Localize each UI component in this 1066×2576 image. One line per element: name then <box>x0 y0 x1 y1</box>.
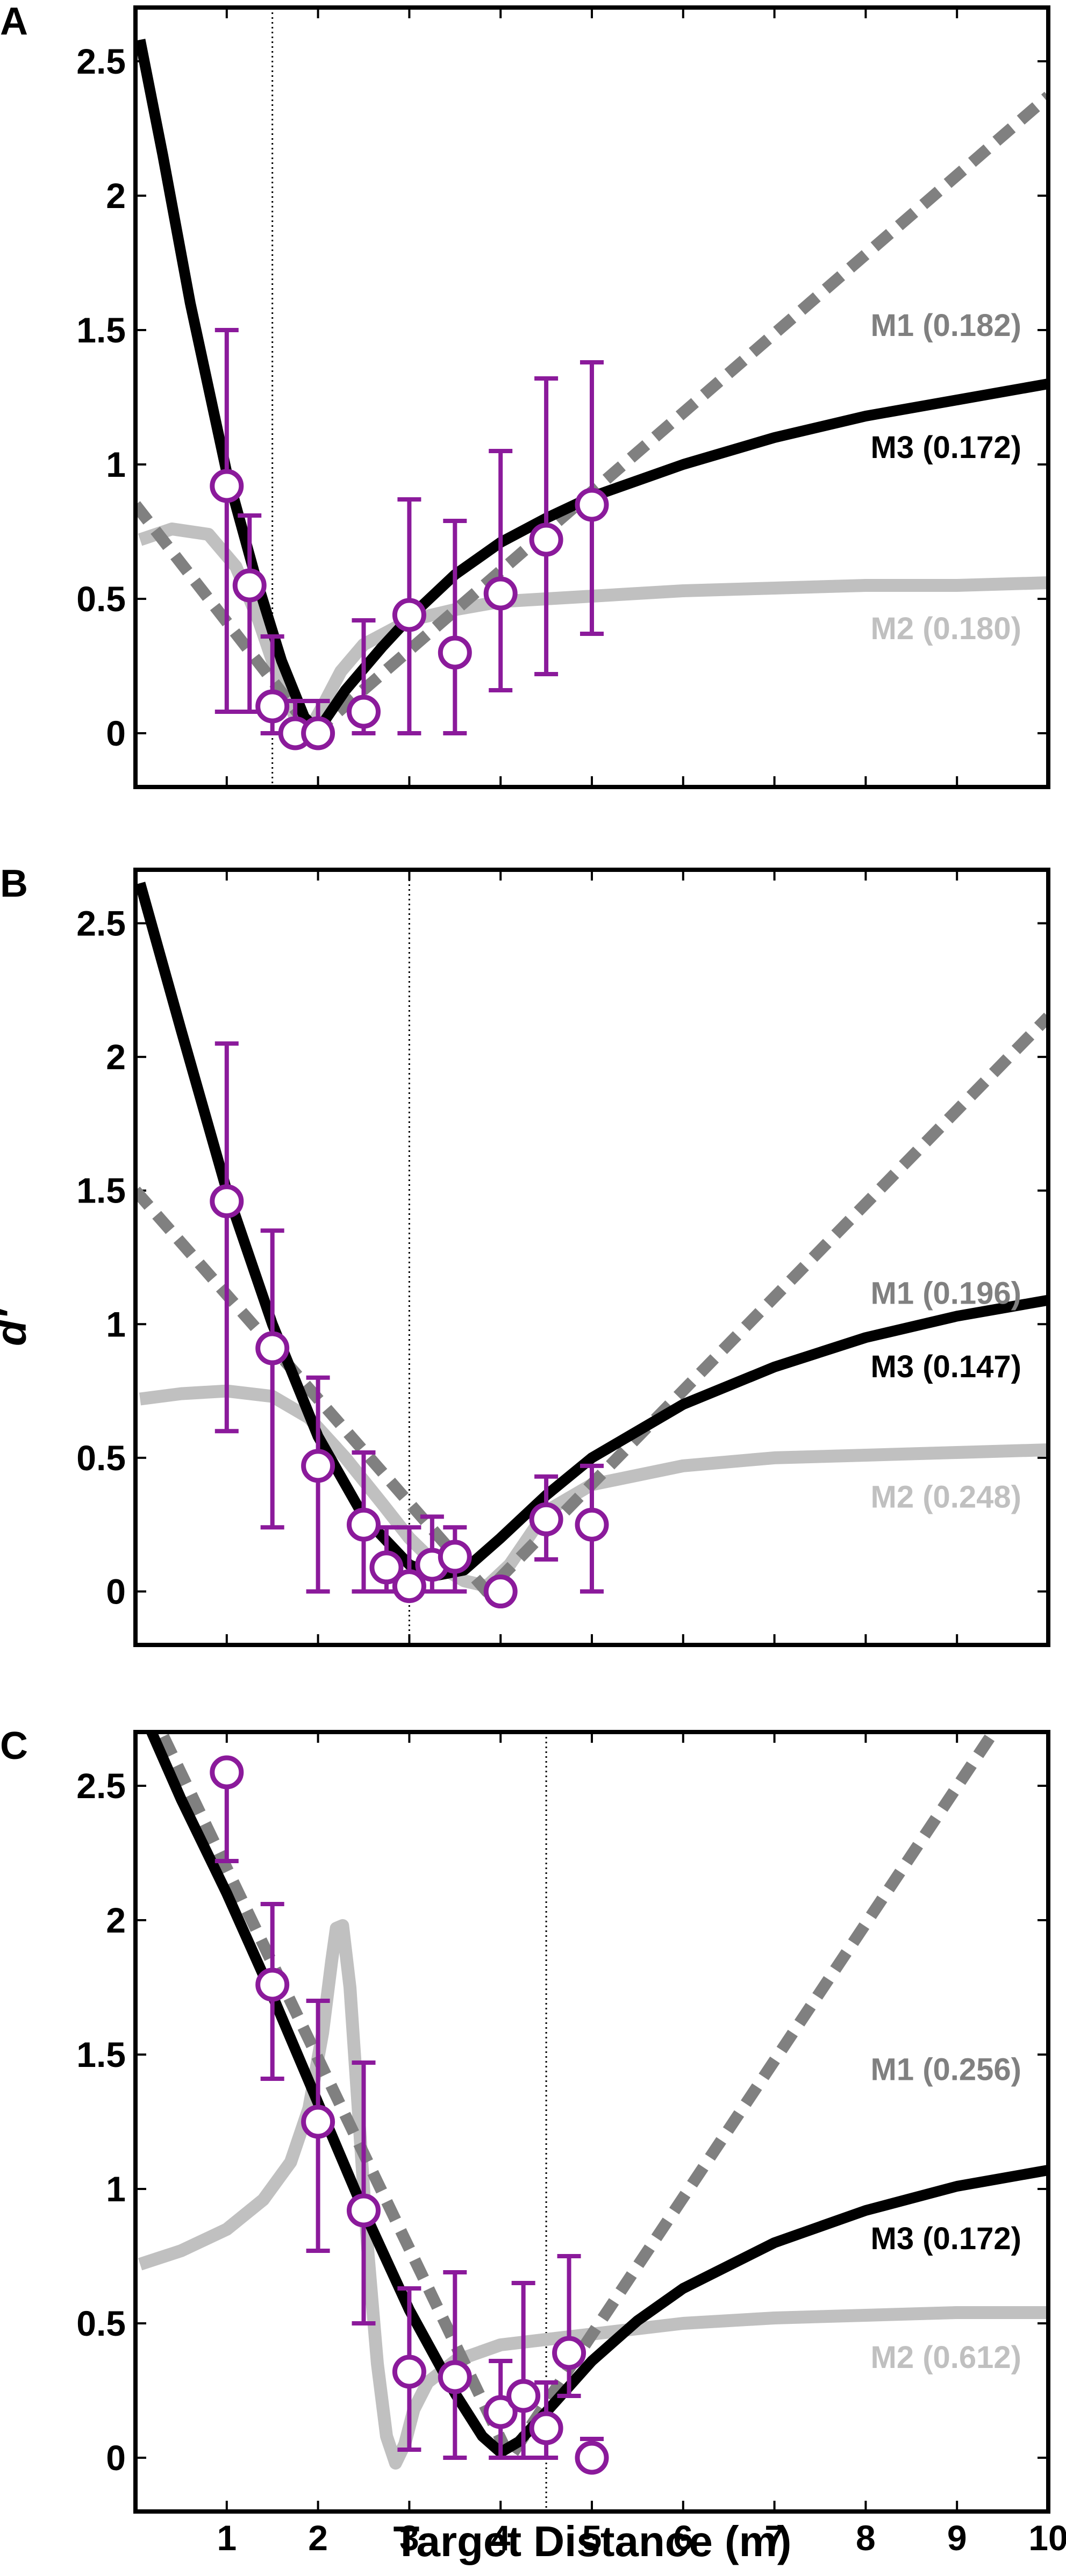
model-label-m2: M2 (0.248) <box>871 1480 1021 1515</box>
model-label-m1: M1 (0.182) <box>871 308 1021 343</box>
data-point-group <box>214 1041 239 1434</box>
model-label-m1: M1 (0.196) <box>871 1276 1021 1311</box>
data-point <box>210 1755 244 1790</box>
panel-c: C 0 0.5 1 1.5 2 2.5 1 2 3 4 5 6 7 8 9 10 M1 (0.256) M2 (0.… <box>0 1725 1066 2558</box>
data-point-group <box>214 328 239 714</box>
data-point <box>232 568 267 603</box>
data-point <box>529 2411 563 2445</box>
data-point <box>369 1550 404 1585</box>
data-point <box>392 598 426 632</box>
x-tick-label: 8 <box>856 2518 876 2558</box>
panel-label: B <box>0 862 28 905</box>
y-tick-label: 1 <box>106 2169 126 2209</box>
data-point <box>483 2395 518 2429</box>
x-tick-label: 1 <box>217 2518 237 2558</box>
data-point <box>210 1184 244 1219</box>
data-point <box>529 1502 563 1536</box>
x-tick-label: 4 <box>491 2518 511 2558</box>
data-point-group <box>557 2254 581 2398</box>
y-tick-label: 0.5 <box>76 579 126 619</box>
data-point <box>392 2355 426 2389</box>
data-point <box>438 635 472 670</box>
data-point <box>552 2336 586 2370</box>
y-tick-label: 0 <box>106 2438 126 2478</box>
y-tick-label: 2.5 <box>76 41 126 81</box>
data-point <box>255 1967 290 2002</box>
model-label-m1: M1 (0.256) <box>871 2052 1021 2087</box>
data-point-group <box>511 2281 535 2460</box>
data-point <box>392 1569 426 1604</box>
y-tick-label: 2 <box>106 176 126 216</box>
data-point <box>301 716 335 750</box>
x-tick-label: 2 <box>308 2518 328 2558</box>
y-tick-label: 0.5 <box>76 2303 126 2343</box>
data-point <box>347 695 381 729</box>
x-tick-label: 3 <box>399 2518 419 2558</box>
y-tick-label: 0 <box>106 713 126 753</box>
data-point <box>347 2193 381 2228</box>
y-tick-label: 1.5 <box>76 1171 126 1211</box>
x-axis-title: Target Distance (m) <box>394 2517 792 2565</box>
data-point <box>575 2441 609 2475</box>
panel-label: C <box>0 1725 28 1768</box>
data-point <box>506 2379 541 2413</box>
y-tick-label: 1.5 <box>76 310 126 350</box>
model-label-m2: M2 (0.180) <box>871 611 1021 646</box>
data-point <box>255 1331 290 1365</box>
data-point <box>301 2105 335 2139</box>
data-point-group <box>306 1375 330 1594</box>
data-point <box>438 1540 472 1574</box>
series-line-m2 <box>138 1919 1048 2470</box>
axes-frame <box>133 1730 1050 2514</box>
data-point <box>347 1507 381 1542</box>
model-label-m3: M3 (0.172) <box>871 2221 1021 2256</box>
y-axis-title: d′ <box>0 1307 35 1346</box>
x-tick-label: 7 <box>764 2518 784 2558</box>
x-tick-label: 6 <box>673 2518 693 2558</box>
data-point <box>529 523 563 557</box>
axes-frame <box>133 868 1050 1647</box>
y-tick-label: 1 <box>106 1304 126 1344</box>
model-label-m3: M3 (0.172) <box>871 430 1021 465</box>
model-label-m3: M3 (0.147) <box>871 1349 1021 1384</box>
data-point <box>575 1507 609 1542</box>
y-tick-label: 1 <box>106 445 126 484</box>
y-tick-label: 0 <box>106 1572 126 1612</box>
data-point <box>301 1449 335 1483</box>
y-tick-label: 2 <box>106 1037 126 1077</box>
panel-label: A <box>0 0 28 43</box>
plot-area <box>138 1732 1048 2475</box>
y-tick-label: 1.5 <box>76 2035 126 2074</box>
panel-b: B 0 0.5 1 1.5 2 2.5 M1 (0.196) M2 (0.248) M3 (0.1… <box>0 862 1050 1647</box>
data-point <box>255 689 290 724</box>
data-point <box>210 469 244 503</box>
x-tick-label: 9 <box>947 2518 967 2558</box>
series-line-m1 <box>135 91 1048 739</box>
data-point <box>438 2360 472 2394</box>
plot-area <box>135 882 1048 1609</box>
y-tick-label: 2.5 <box>76 1766 126 1806</box>
axes-frame <box>133 5 1050 789</box>
data-point-group <box>443 519 467 735</box>
y-tick-label: 2 <box>106 1900 126 1940</box>
data-point <box>575 488 609 522</box>
data-point-group <box>352 2060 376 2325</box>
y-tick-label: 2.5 <box>76 903 126 943</box>
data-point <box>483 576 518 611</box>
plot-area <box>135 39 1048 750</box>
x-tick-label: 10 <box>1028 2518 1066 2558</box>
x-tick-label: 5 <box>582 2518 602 2558</box>
model-label-m2: M2 (0.612) <box>871 2340 1021 2375</box>
data-point <box>483 1575 518 1609</box>
panel-a: A 0 0.5 1 1.5 2 2.5 M1 (0.182) M2 (0.180) M3 (0.1… <box>0 0 1050 789</box>
y-tick-label: 0.5 <box>76 1438 126 1478</box>
data-point-group <box>489 449 513 692</box>
data-point-group <box>260 1228 284 1530</box>
